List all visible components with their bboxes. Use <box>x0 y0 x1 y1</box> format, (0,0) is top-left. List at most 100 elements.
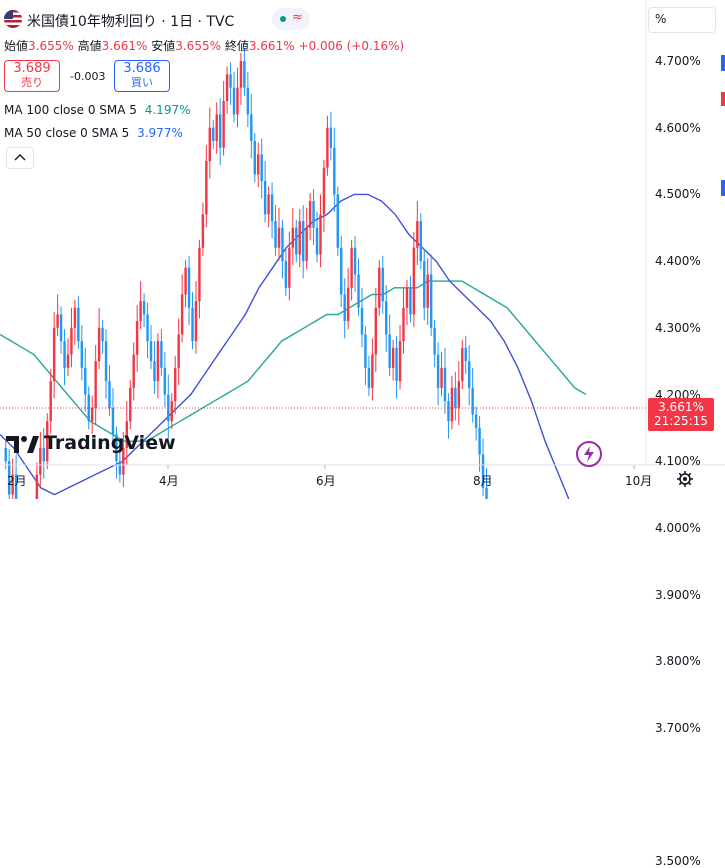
close-value: 3.661% <box>248 39 295 53</box>
candle-body <box>288 247 291 288</box>
candle-body <box>139 301 142 322</box>
buy-button[interactable]: 3.686 買い <box>114 60 170 92</box>
candle-body <box>135 321 139 355</box>
change-value: +0.006 (+0.16%) <box>298 39 405 53</box>
collapse-legend-button[interactable] <box>6 147 34 169</box>
candle-body <box>468 361 471 388</box>
candle-body <box>118 461 122 475</box>
ohlc-row: 始値3.655% 高値3.661% 安値3.655% 終値3.661% +0.0… <box>4 37 404 54</box>
x-tick-label: 6月 <box>316 474 336 488</box>
candle-body <box>378 267 381 308</box>
candle-body <box>388 334 391 368</box>
candle-body <box>35 474 39 499</box>
candle-body <box>104 341 108 382</box>
candle-body <box>423 261 426 308</box>
close-label: 終値 <box>224 39 249 53</box>
current-price-value: 3.661% <box>658 400 704 414</box>
candle-body <box>153 361 156 382</box>
candle-body <box>284 261 288 288</box>
candle-layer <box>4 48 488 499</box>
candle-body <box>146 314 149 342</box>
side-marker[interactable] <box>721 55 725 71</box>
candle-body <box>229 74 232 88</box>
candle-body <box>336 194 339 248</box>
candle-body <box>222 101 225 148</box>
side-marker[interactable] <box>721 92 725 106</box>
candle-body <box>73 307 77 328</box>
candle-body <box>108 381 111 408</box>
candle-body <box>239 61 243 88</box>
ma50-legend[interactable]: MA 50 close 0 SMA 5 3.977% <box>4 126 183 140</box>
market-status-pill[interactable]: ≈ <box>272 8 310 30</box>
candle-body <box>260 154 263 182</box>
candle-body <box>184 267 187 295</box>
candle-body <box>215 114 218 142</box>
candle-body <box>115 434 118 462</box>
candle-body <box>457 381 461 408</box>
buy-label: 買い <box>131 76 153 89</box>
candle-body <box>333 147 336 195</box>
candle-body <box>443 367 447 402</box>
ma50-label: MA 50 close 0 SMA 5 <box>4 126 130 140</box>
candle-body <box>14 474 18 499</box>
high-label: 高値 <box>77 39 102 53</box>
y-tick-label: 3.900% <box>655 587 701 602</box>
candle-body <box>481 454 485 488</box>
candle-body <box>464 347 467 362</box>
candle-body <box>416 221 419 248</box>
candle-body <box>180 294 184 335</box>
candle-body <box>160 341 163 368</box>
current-price-label: 3.661% 21:25:15 <box>648 398 714 431</box>
side-marker[interactable] <box>721 180 725 196</box>
x-tick-label: 4月 <box>159 474 179 488</box>
candle-body <box>170 401 173 422</box>
candle-body <box>440 367 443 388</box>
candle-body <box>97 327 101 362</box>
candle-body <box>308 201 312 228</box>
candle-body <box>177 334 180 368</box>
candle-body <box>412 247 416 315</box>
scale-unit-box[interactable]: % <box>648 7 716 33</box>
candle-body <box>70 327 73 355</box>
candle-body <box>253 141 256 175</box>
candle-body <box>367 367 371 388</box>
sell-button[interactable]: 3.689 売り <box>4 60 60 92</box>
ma100-value: 4.197% <box>144 103 191 117</box>
candle-body <box>77 307 80 342</box>
y-tick-label: 4.300% <box>655 320 701 335</box>
candle-body <box>353 247 357 275</box>
chart-area[interactable] <box>0 0 725 499</box>
candle-body <box>174 367 177 402</box>
candle-body <box>267 194 270 215</box>
ma100-legend[interactable]: MA 100 close 0 SMA 5 4.197% <box>4 103 191 117</box>
candle-body <box>236 87 239 115</box>
candle-body <box>277 227 281 248</box>
candle-body <box>281 227 284 262</box>
chart-settings-button[interactable] <box>676 470 694 488</box>
candle-body <box>129 387 132 422</box>
y-tick-label: 3.700% <box>655 721 701 735</box>
candle-body <box>270 194 274 222</box>
chevron-up-icon <box>14 154 26 161</box>
replay-button[interactable] <box>576 441 602 467</box>
candle-body <box>232 87 236 115</box>
candle-body <box>454 387 457 408</box>
candle-body <box>194 301 198 342</box>
candle-body <box>298 221 301 255</box>
y-tick-label: 4.500% <box>655 187 701 202</box>
candle-body <box>447 401 450 422</box>
candle-body <box>391 347 395 368</box>
candle-body <box>402 307 405 342</box>
candle-body <box>295 227 298 255</box>
candle-body <box>419 221 422 262</box>
candle-body <box>312 201 315 228</box>
symbol-title[interactable]: 米国債10年物利回り · 1日 · TVC <box>27 14 235 30</box>
candle-body <box>205 161 208 215</box>
candle-body <box>433 327 436 355</box>
candle-body <box>250 114 253 142</box>
candle-body <box>80 341 84 368</box>
candle-body <box>436 354 440 388</box>
spread-value: -0.003 <box>70 70 106 83</box>
candle-body <box>326 127 329 168</box>
us-flag-icon <box>4 10 22 28</box>
